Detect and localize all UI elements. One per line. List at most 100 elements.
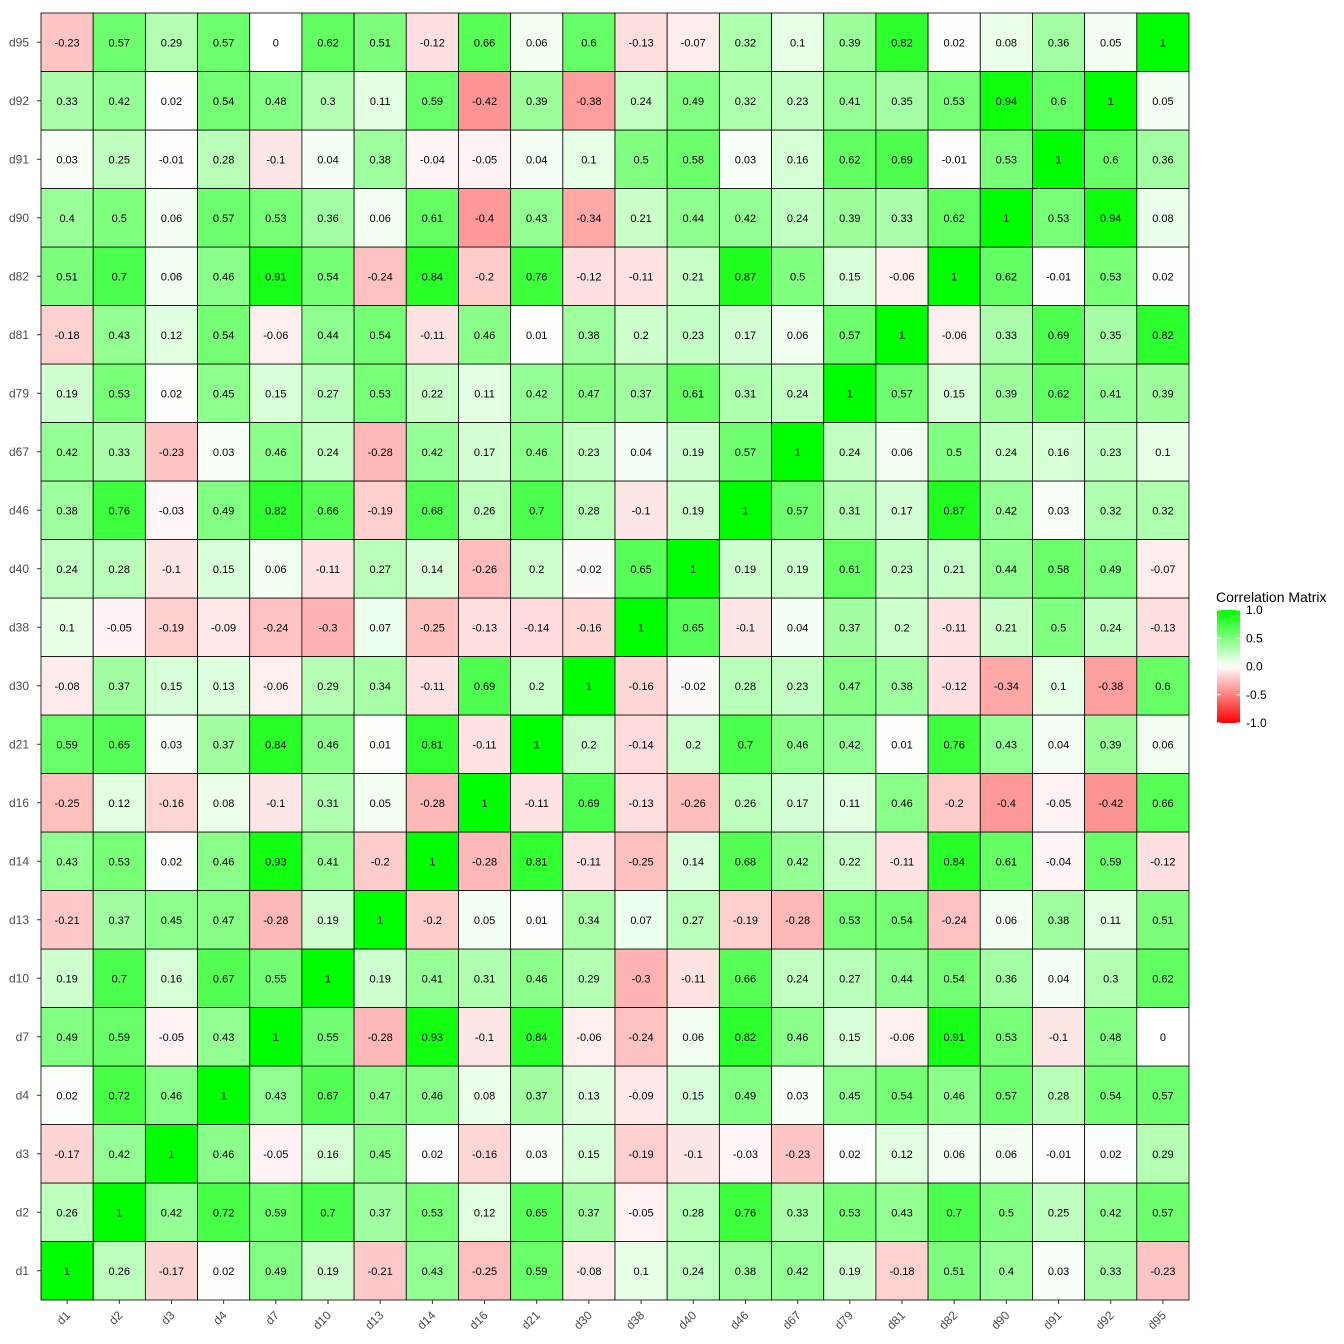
y-tick-label-d13: d13: [9, 913, 29, 927]
cell-value-label: -0.16: [159, 798, 184, 810]
heatmap-cell-d46-d79: [823, 480, 877, 540]
cell-value-label: 0.48: [1100, 1032, 1121, 1044]
cell-value-label: 0.08: [474, 1090, 495, 1102]
cell-value-label: 0.42: [735, 213, 756, 225]
cell-value-label: -0.23: [159, 447, 184, 459]
cell-value-label: 0.26: [109, 1266, 130, 1278]
heatmap-cell-d16-d1: [40, 773, 94, 833]
heatmap-cell-d2-d90: [979, 1182, 1033, 1242]
cell-value-label: 1: [1160, 37, 1166, 49]
heatmap-cell-d67-d90: [979, 422, 1033, 482]
heatmap-cell-d13-d13: [353, 890, 407, 950]
heatmap-cell-d2-d13: [353, 1182, 407, 1242]
cell-value-label: 0.42: [161, 1207, 182, 1219]
cell-value-label: 0.38: [735, 1266, 756, 1278]
cell-value-label: -0.13: [629, 37, 654, 49]
cell-value-label: 0.65: [683, 622, 704, 634]
cell-value-label: 0.62: [1152, 973, 1173, 985]
cell-value-label: -0.11: [472, 739, 496, 751]
heatmap-cell-d14-d21: [510, 831, 564, 891]
heatmap-cell-d95-d82: [927, 12, 981, 72]
heatmap-cell-d92-d67: [771, 71, 825, 131]
cell-value-label: 0.5: [633, 154, 648, 166]
heatmap-cell-d30-d67: [771, 656, 825, 716]
y-tick-label-d30: d30: [9, 679, 29, 693]
cell-value-label: -0.11: [629, 271, 653, 283]
heatmap-cell-d67-d21: [510, 422, 564, 482]
cell-value-label: 0.21: [683, 271, 704, 283]
cell-value-label: 0.15: [839, 271, 860, 283]
cell-value-label: 0.51: [943, 1266, 964, 1278]
cell-value-label: 0.48: [265, 96, 286, 108]
heatmap-cell-d40-d21: [510, 539, 564, 599]
cell-value-label: 0.19: [56, 388, 77, 400]
cell-value-label: 0.67: [213, 973, 234, 985]
cell-value-label: -0.38: [576, 96, 601, 108]
heatmap-cell-d21-d13: [353, 714, 407, 774]
heatmap-cell-d40-d30: [562, 539, 616, 599]
heatmap-cell-d82-d7: [249, 246, 303, 306]
cell-value-label: 0.42: [422, 447, 443, 459]
heatmap-cell-d46-d10: [301, 480, 355, 540]
cell-value-label: 0.19: [683, 447, 704, 459]
heatmap-cell-d67-d4: [197, 422, 251, 482]
cell-value-label: 0.46: [213, 271, 234, 283]
cell-value-label: 1: [221, 1090, 227, 1102]
cell-value-label: 0.02: [943, 37, 964, 49]
heatmap-cell-d4-d67: [771, 1065, 825, 1125]
heatmap-cell-d95-d92: [1084, 12, 1138, 72]
legend-title: Correlation Matrix: [1216, 589, 1326, 605]
heatmap-cell-d16-d2: [92, 773, 146, 833]
heatmap-cell-d92-d46: [718, 71, 772, 131]
cell-value-label: 0.22: [839, 856, 860, 868]
y-tick-label-d4: d4: [16, 1088, 30, 1102]
cell-value-label: -0.05: [107, 622, 132, 634]
cell-value-label: 0.82: [891, 37, 912, 49]
heatmap-cell-d81-d95: [1136, 305, 1190, 365]
cell-value-label: 0.6: [581, 37, 596, 49]
cell-value-label: 0.02: [56, 1090, 77, 1102]
cell-value-label: 0.46: [787, 1032, 808, 1044]
heatmap-cell-d7-d95: [1136, 1007, 1190, 1067]
cell-value-label: 0.46: [526, 447, 547, 459]
cell-value-label: 0.53: [996, 1032, 1017, 1044]
cell-value-label: -0.16: [629, 681, 654, 693]
cell-value-label: 0.5: [947, 447, 962, 459]
cell-value-label: 0.42: [787, 1266, 808, 1278]
heatmap-cell-d67-d81: [875, 422, 929, 482]
cell-value-label: 0.7: [112, 973, 127, 985]
heatmap-cell-d30-d16: [458, 656, 512, 716]
heatmap-cell-d2-d3: [144, 1182, 198, 1242]
heatmap-cell-d10-d38: [614, 948, 668, 1008]
cell-value-label: 0.7: [529, 505, 544, 517]
cell-value-label: 0.06: [943, 1149, 964, 1161]
cell-value-label: 0.31: [735, 388, 756, 400]
heatmap-cell-d10-d81: [875, 948, 929, 1008]
cell-value-label: 0.16: [317, 1149, 338, 1161]
cell-value-label: 0.43: [891, 1207, 912, 1219]
heatmap-cell-d10-d7: [249, 948, 303, 1008]
cell-value-label: -0.1: [475, 1032, 494, 1044]
heatmap-cell-d21-d14: [405, 714, 459, 774]
cell-value-label: 0.19: [56, 973, 77, 985]
x-tick-label-d4: d4: [210, 1308, 230, 1328]
cell-value-label: 0.43: [422, 1266, 443, 1278]
heatmap-cell-d4-d13: [353, 1065, 407, 1125]
cell-value-label: 0.26: [56, 1207, 77, 1219]
heatmap-cell-d46-d21: [510, 480, 564, 540]
heatmap-cell-d90-d30: [562, 188, 616, 248]
cell-value-label: 0.29: [578, 973, 599, 985]
cell-value-label: 0.69: [1048, 330, 1069, 342]
heatmap-cell-d2-d38: [614, 1182, 668, 1242]
cell-value-label: 0.44: [683, 213, 704, 225]
cell-value-label: 0.07: [369, 622, 390, 634]
heatmap-cell-d82-d91: [1032, 246, 1086, 306]
cell-value-label: 0.34: [369, 681, 390, 693]
cell-value-label: 0.23: [787, 681, 808, 693]
heatmap-cell-d67-d30: [562, 422, 616, 482]
heatmap-cell-d95-d40: [666, 12, 720, 72]
y-tick-label-d1: d1: [16, 1264, 30, 1278]
heatmap-cell-d3-d21: [510, 1124, 564, 1184]
cell-value-label: 0.2: [581, 739, 596, 751]
heatmap-cell-d92-d3: [144, 71, 198, 131]
